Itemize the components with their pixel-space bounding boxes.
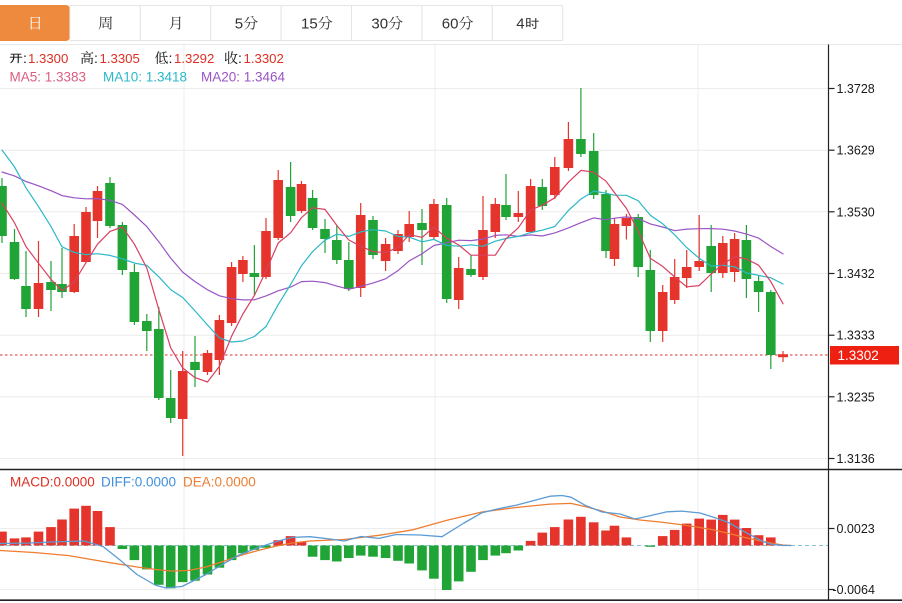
svg-text:MA10: 1.3418: MA10: 1.3418	[103, 70, 187, 85]
svg-text:MACD:0.0000: MACD:0.0000	[10, 475, 95, 490]
svg-text:60: 60	[442, 16, 459, 33]
svg-text:1.3629: 1.3629	[837, 144, 875, 158]
svg-text:-0.0064: -0.0064	[833, 583, 875, 597]
svg-text:DIFF:0.0000: DIFF:0.0000	[101, 475, 176, 490]
svg-text:1.3235: 1.3235	[837, 390, 875, 404]
svg-text:1.3432: 1.3432	[837, 267, 875, 281]
svg-text:1.3302: 1.3302	[244, 51, 284, 66]
svg-text:5: 5	[235, 16, 243, 33]
svg-text:MA20: 1.3464: MA20: 1.3464	[201, 70, 286, 85]
svg-text::: :	[23, 50, 27, 66]
svg-text:30: 30	[371, 16, 388, 33]
svg-text:1.3305: 1.3305	[100, 51, 140, 66]
svg-text:DEA:0.0000: DEA:0.0000	[183, 475, 256, 490]
svg-text:0.0023: 0.0023	[837, 522, 875, 536]
svg-text::: :	[94, 50, 98, 66]
svg-text:1.3302: 1.3302	[838, 348, 879, 363]
svg-text:1.3292: 1.3292	[174, 51, 214, 66]
svg-text:1.3728: 1.3728	[837, 82, 875, 96]
svg-text:1.3530: 1.3530	[837, 205, 875, 219]
svg-text::: :	[238, 50, 242, 66]
svg-text:4: 4	[516, 16, 524, 33]
svg-text:15: 15	[301, 16, 318, 33]
svg-text:MA5: 1.3383: MA5: 1.3383	[10, 70, 87, 85]
svg-text:1.3136: 1.3136	[837, 452, 875, 466]
svg-text:1.3300: 1.3300	[28, 51, 68, 66]
svg-text:1.3333: 1.3333	[837, 329, 875, 343]
svg-text::: :	[169, 50, 173, 66]
